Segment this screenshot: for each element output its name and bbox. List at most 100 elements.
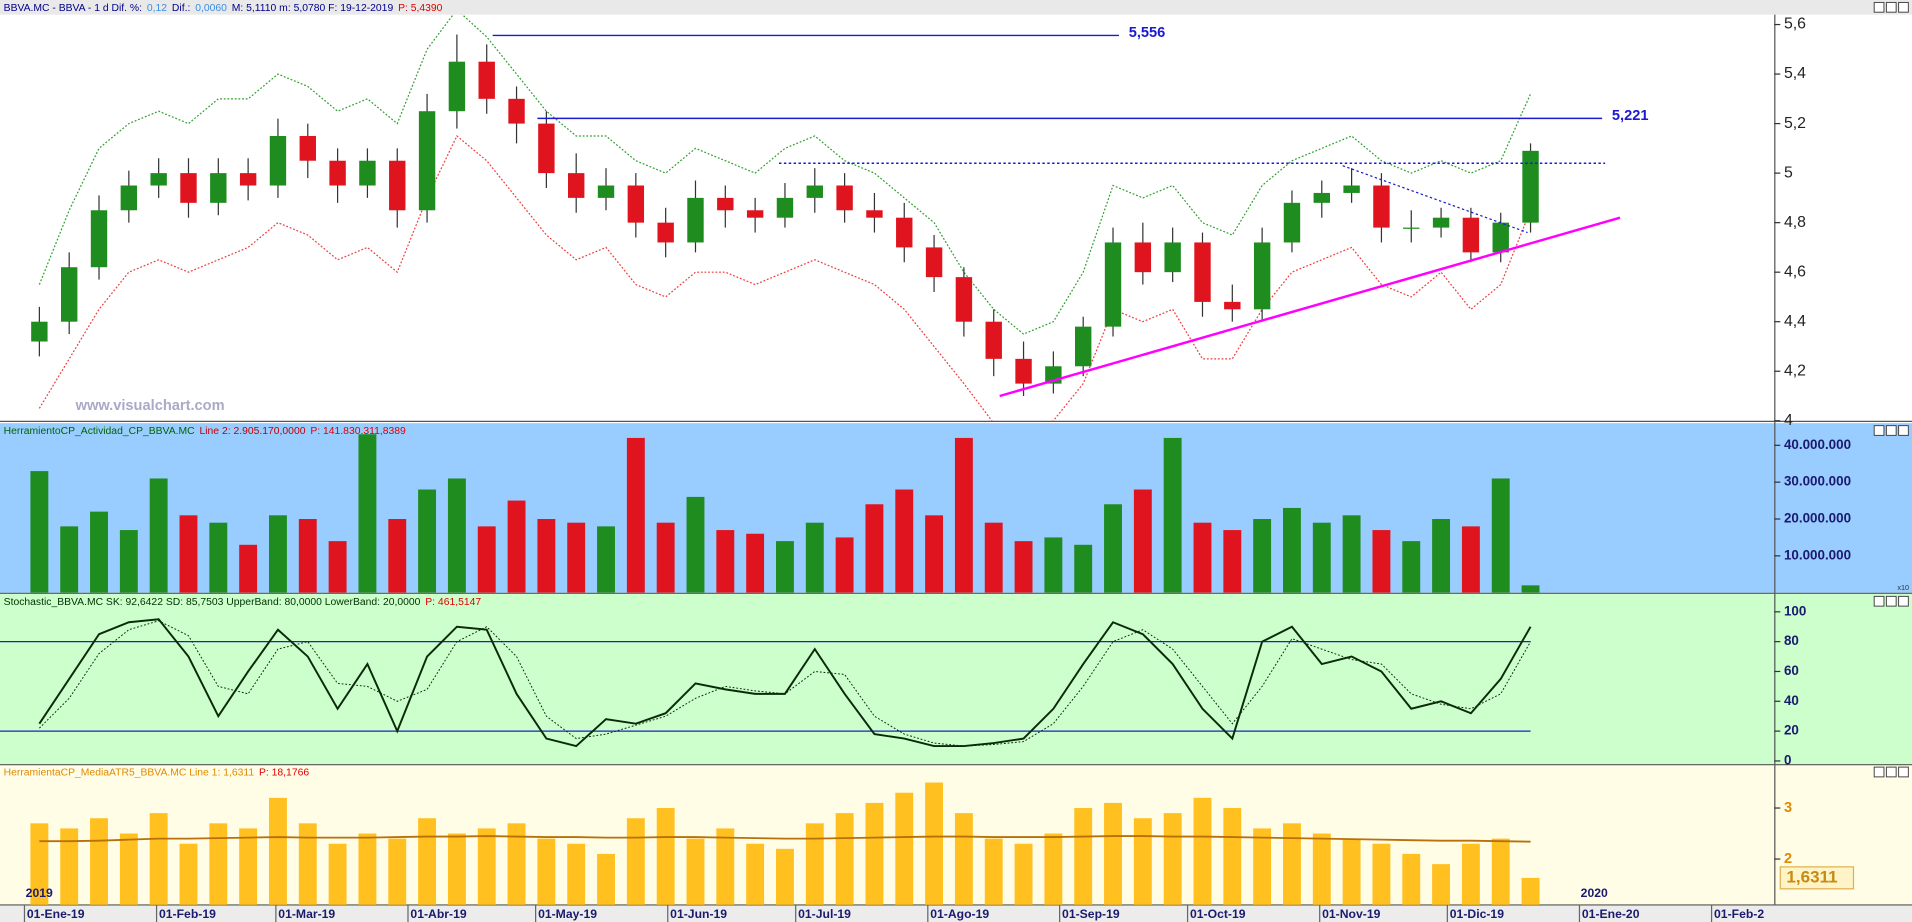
candle-body	[508, 98, 525, 124]
bar	[1193, 797, 1212, 905]
bar	[626, 437, 645, 593]
bar	[1163, 813, 1182, 905]
bar	[925, 782, 944, 905]
candle-body	[538, 123, 555, 174]
bar	[656, 808, 675, 905]
bar	[239, 828, 258, 905]
candle-body	[90, 210, 108, 268]
bar	[835, 537, 854, 593]
moving-average-line	[39, 835, 1531, 843]
y-tick-label: 0	[1784, 752, 1791, 767]
candle-body	[60, 267, 78, 322]
x-tick-label: 01-Jun-19	[670, 907, 727, 921]
candle-body	[269, 135, 287, 186]
minimize-button[interactable]	[1873, 595, 1885, 607]
window-buttons	[1873, 1, 1909, 778]
bar	[805, 522, 824, 593]
bar	[865, 504, 884, 593]
candle-body	[1253, 242, 1271, 310]
minimize-button[interactable]	[1873, 425, 1885, 436]
maximize-button[interactable]	[1885, 766, 1897, 778]
bar	[1312, 833, 1331, 905]
horizontal-line-label: 5,221	[1612, 108, 1649, 124]
x-tick-label: 01-Sep-19	[1062, 907, 1120, 921]
x-tick-label: 01-Dic-19	[1450, 907, 1504, 921]
bar	[1342, 838, 1361, 905]
candle-body	[925, 247, 943, 278]
bar	[1461, 843, 1480, 905]
bar	[179, 515, 198, 593]
candle-body	[1074, 326, 1092, 367]
bar	[776, 541, 794, 593]
panel-title-segment: HerramientoCP_Actividad_CP_BBVA.MC	[4, 426, 195, 437]
bar	[1372, 843, 1391, 905]
bar	[776, 848, 794, 905]
close-button[interactable]	[1898, 766, 1909, 778]
panel-title: HerramientoCP_Actividad_CP_BBVA.MC Line 2…	[4, 426, 406, 437]
bar	[90, 818, 108, 905]
candle-body	[1283, 202, 1301, 243]
bar	[1223, 530, 1242, 593]
bar	[537, 838, 556, 905]
x-axis-bar	[0, 904, 1912, 922]
bar	[1193, 522, 1212, 593]
candle-body	[180, 173, 197, 203]
candle-body	[1224, 301, 1241, 310]
header-segment: M: 5,1110 m: 5,0780 F: 19-12-2019	[232, 3, 394, 14]
bar	[895, 489, 914, 593]
last-value-label: 1,6311	[1786, 867, 1838, 886]
watermark: www.visualchart.com	[75, 398, 225, 414]
bar	[1104, 802, 1122, 905]
close-button[interactable]	[1898, 595, 1909, 607]
candle-body	[866, 210, 883, 218]
candle-body	[299, 135, 316, 161]
bar	[1521, 585, 1540, 593]
atr-plot	[30, 782, 1540, 905]
x-tick-label: 01-Ago-19	[930, 907, 989, 921]
y-tick-label: 4,2	[1784, 362, 1806, 379]
candle-body	[1134, 242, 1152, 273]
bar	[925, 515, 944, 593]
bar	[597, 853, 615, 905]
bar	[1133, 818, 1152, 905]
minimize-button[interactable]	[1873, 766, 1885, 778]
candle-body	[1373, 185, 1390, 228]
maximize-button[interactable]	[1885, 1, 1897, 13]
axes: 4 4,2 4,4 4,6 4,8 5 5,2 5,4 5,6 10.000.000 20.000.…	[23, 16, 1855, 922]
maximize-button[interactable]	[1885, 595, 1897, 607]
bar	[1044, 833, 1063, 905]
candle-body	[1432, 217, 1450, 228]
close-button[interactable]	[1898, 1, 1909, 13]
bar	[716, 828, 735, 905]
panel-title-segment: Stochastic_BBVA.MC SK: 92,6422 SD: 85,75…	[4, 597, 421, 608]
bar	[1491, 478, 1510, 593]
bar	[298, 823, 317, 905]
close-button[interactable]	[1898, 425, 1909, 436]
bar	[477, 526, 496, 593]
y-tick-label: 60	[1784, 663, 1799, 678]
candle-body	[627, 185, 645, 223]
bar	[418, 818, 437, 905]
x-tick-label: 01-Mar-19	[278, 907, 335, 921]
bar	[1312, 522, 1331, 593]
x-tick-label: 01-Oct-19	[1190, 907, 1246, 921]
bar	[477, 828, 496, 905]
bar	[746, 533, 765, 593]
stochastic-plot	[0, 618, 1532, 748]
bar	[656, 522, 675, 593]
sk-line	[38, 618, 1532, 748]
minimize-button[interactable]	[1873, 1, 1885, 13]
candle-body	[776, 197, 794, 218]
bar	[507, 823, 526, 905]
y-tick-label: 30.000.000	[1784, 474, 1851, 489]
y-tick-label: 4,4	[1784, 313, 1806, 330]
bar	[1372, 530, 1391, 593]
maximize-button[interactable]	[1885, 425, 1897, 436]
candle-body	[717, 197, 734, 211]
y-tick-label: 10.000.000	[1784, 547, 1851, 562]
candle-body	[1313, 192, 1330, 203]
y-tick-label: 4	[1784, 412, 1793, 429]
bar	[358, 833, 377, 905]
bar	[1133, 489, 1152, 593]
bar	[90, 511, 108, 593]
